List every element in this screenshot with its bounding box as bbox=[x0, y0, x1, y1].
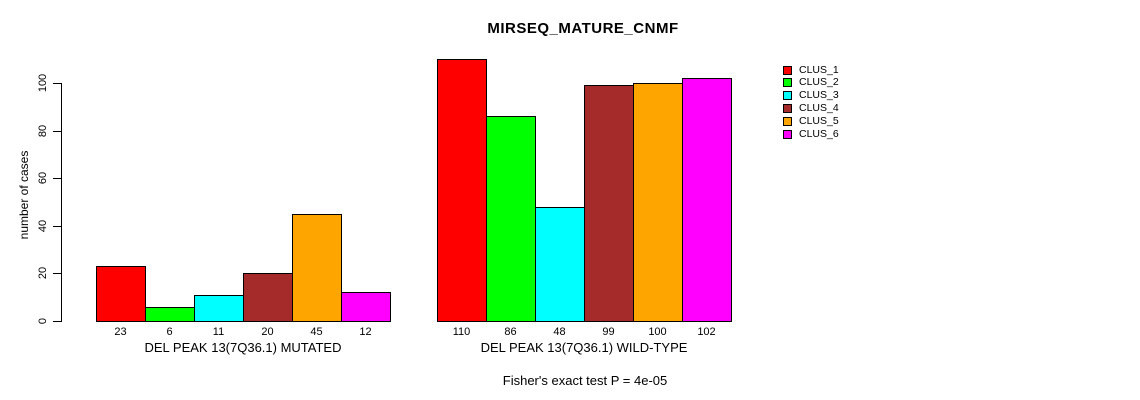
group-label: DEL PEAK 13(7Q36.1) WILD-TYPE bbox=[480, 340, 688, 355]
legend-swatch-clus_1 bbox=[783, 65, 792, 75]
bar-clus_6 bbox=[682, 78, 732, 322]
y-axis-label: number of cases bbox=[17, 150, 31, 240]
y-axis-tick bbox=[53, 225, 61, 227]
legend-swatch-clus_4 bbox=[783, 104, 792, 114]
y-axis-tick-label: 0 bbox=[37, 317, 49, 325]
bar-value-label: 99 bbox=[602, 326, 615, 338]
bar-value-label: 100 bbox=[648, 326, 667, 338]
bar-clus_4 bbox=[243, 273, 293, 322]
bar-value-label: 102 bbox=[697, 326, 716, 338]
bar-value-label: 6 bbox=[166, 326, 173, 338]
y-axis-tick bbox=[53, 83, 61, 84]
y-axis-tick bbox=[53, 178, 61, 180]
legend-swatch-clus_3 bbox=[783, 91, 792, 101]
bar-value-label: 48 bbox=[553, 326, 566, 338]
bar-value-label: 20 bbox=[261, 326, 274, 338]
bar-clus_1 bbox=[96, 266, 146, 322]
legend-swatch-clus_6 bbox=[783, 130, 792, 139]
legend-label-clus_5: CLUS_5 bbox=[799, 115, 839, 128]
legend-label-clus_3: CLUS_3 bbox=[799, 89, 839, 102]
y-axis-tick-label: 20 bbox=[37, 267, 49, 280]
y-axis-tick-label: 80 bbox=[37, 124, 49, 137]
legend-label-clus_1: CLUS_1 bbox=[799, 63, 839, 76]
bar-value-label: 11 bbox=[212, 326, 225, 338]
bar-value-label: 12 bbox=[359, 326, 372, 338]
legend-swatch-clus_5 bbox=[783, 117, 792, 127]
chart-title: MIRSEQ_MATURE_CNMF bbox=[487, 20, 679, 37]
bar-clus_4 bbox=[584, 85, 634, 322]
bar-clus_2 bbox=[145, 307, 195, 322]
bar-value-label: 86 bbox=[504, 326, 517, 338]
y-axis-tick bbox=[53, 130, 61, 132]
y-axis-tick bbox=[53, 273, 61, 275]
bar-clus_2 bbox=[486, 116, 536, 322]
bar-clus_3 bbox=[194, 295, 244, 322]
footnote-pvalue: Fisher's exact test P = 4e-05 bbox=[502, 373, 668, 388]
bar-clus_3 bbox=[535, 207, 585, 322]
bar-clus_5 bbox=[633, 83, 683, 322]
bar-value-label: 110 bbox=[452, 326, 471, 338]
legend-label-clus_6: CLUS_6 bbox=[799, 128, 839, 140]
bar-clus_5 bbox=[292, 214, 342, 322]
y-axis-tick bbox=[53, 321, 61, 322]
y-axis-line bbox=[61, 83, 62, 322]
legend-label-clus_2: CLUS_2 bbox=[799, 76, 839, 89]
legend-label-clus_4: CLUS_4 bbox=[799, 102, 839, 115]
y-axis-tick-label: 60 bbox=[37, 172, 49, 185]
legend-swatch-clus_2 bbox=[783, 78, 792, 88]
group-label: DEL PEAK 13(7Q36.1) MUTATED bbox=[144, 340, 342, 355]
y-axis-tick-label: 100 bbox=[37, 73, 49, 93]
bar-clus_1 bbox=[437, 59, 487, 322]
bar-clus_6 bbox=[341, 292, 391, 322]
y-axis-tick-label: 40 bbox=[37, 219, 49, 232]
bar-value-label: 23 bbox=[114, 326, 127, 338]
bar-value-label: 45 bbox=[310, 326, 323, 338]
